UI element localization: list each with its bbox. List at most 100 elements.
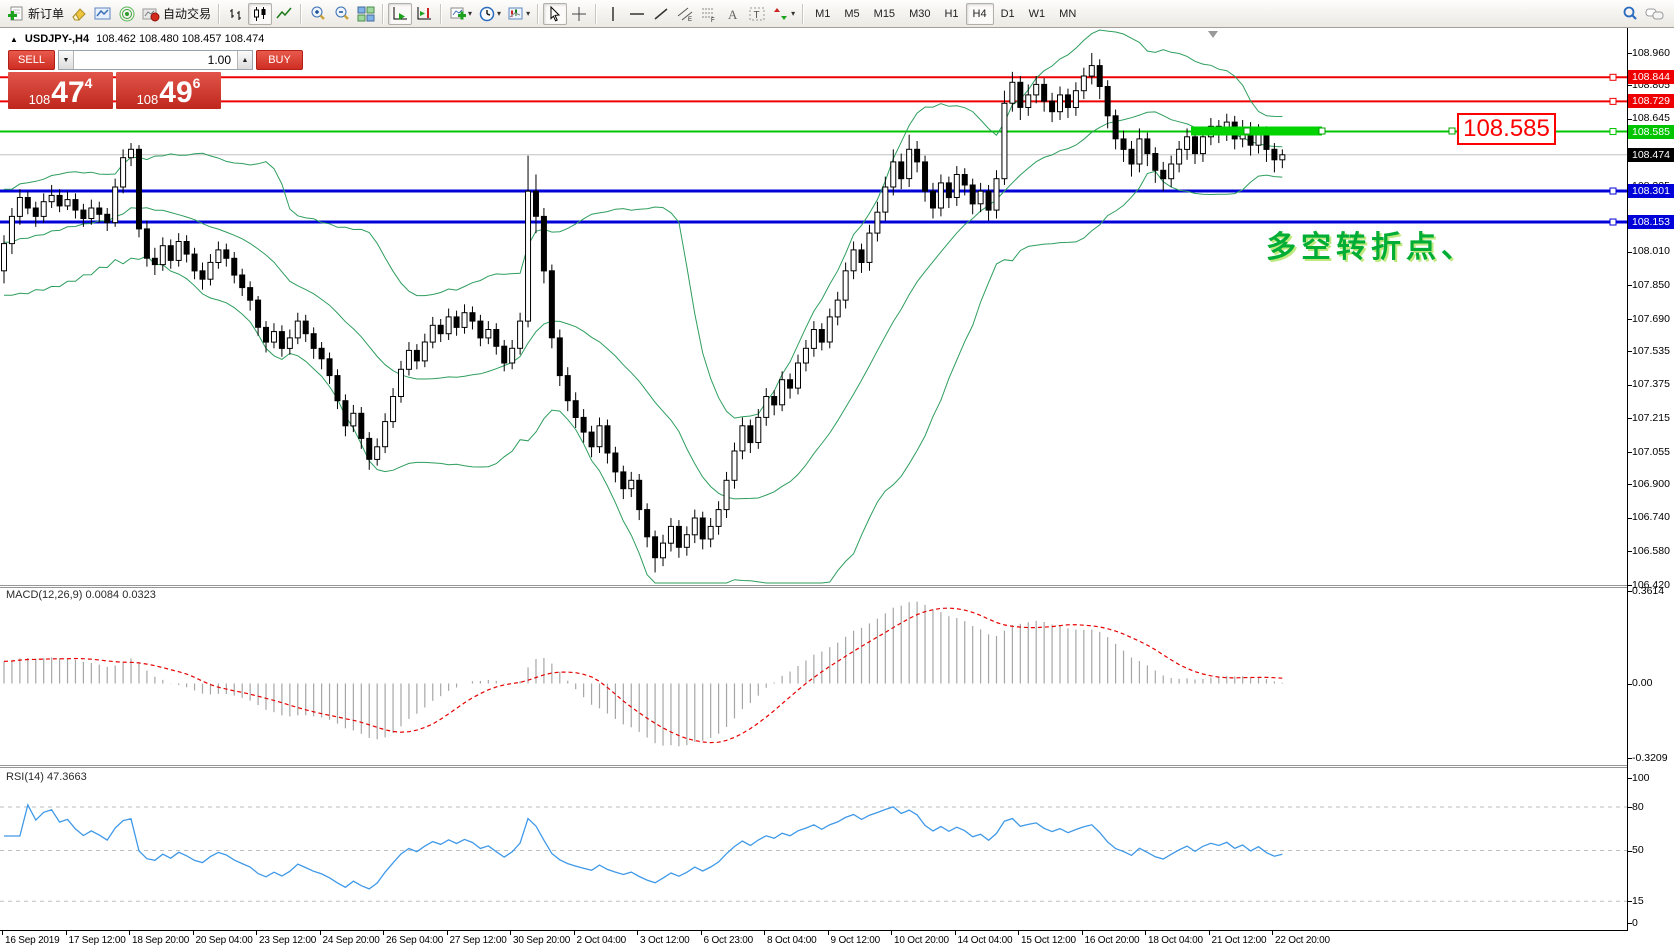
one-click-trading-panel: SELL ▼ ▲ BUY 108 47 4 108 49 6 [8,50,303,109]
timeframe-h4-button[interactable]: H4 [965,2,994,25]
time-tickmark [1018,931,1019,935]
volume-down-button[interactable]: ▼ [59,51,74,69]
sell-price-box[interactable]: 108 47 4 [8,72,113,109]
time-axis-label: 24 Sep 20:00 [322,935,380,946]
timeframe-m15-button[interactable]: M15 [873,7,896,20]
vertical-line-icon [604,5,622,23]
chart-shift-marker-icon[interactable] [1208,31,1218,38]
toolbar-separator [440,3,443,24]
price-tick-label: 107.850 [1632,278,1670,291]
auto-scroll-button[interactable] [388,2,413,25]
collapse-arrow-icon[interactable]: ▲ [10,34,18,44]
new-order-label: 新订单 [28,7,65,21]
buy-button[interactable]: BUY [256,50,303,70]
profiles-icon [94,5,112,23]
line-chart-icon [275,5,293,23]
tile-windows-button[interactable] [354,3,378,25]
macd-signal-line [3,607,1283,744]
horizontal-line-tool-button[interactable] [625,3,649,25]
timeframe-m1-button[interactable]: M1 [815,7,831,20]
crosshair-tool-button[interactable] [567,3,591,25]
text-tool-button[interactable]: A [721,3,745,25]
time-tickmark [700,931,702,935]
auto-scroll-icon [391,5,409,23]
trendline-tool-button[interactable] [649,3,673,25]
time-axis-label: 16 Oct 20:00 [1084,935,1140,946]
rsi-panel-separator[interactable] [0,765,1627,768]
search-button[interactable] [1618,3,1642,25]
timeframe-d1-button[interactable]: D1 [1000,7,1015,20]
chat-button[interactable] [1642,3,1668,25]
sell-button[interactable]: SELL [8,50,55,70]
periods-button[interactable]: ▾ [475,3,504,25]
trendline-thick-segment[interactable] [1191,126,1322,136]
templates-button[interactable]: ▾ [504,3,533,25]
macd-panel-separator[interactable] [0,585,1627,588]
chart-title: ▲ USDJPY-,H4 108.462 108.480 108.457 108… [10,33,264,45]
time-axis-label: 27 Sep 12:00 [449,935,507,946]
trendline-handle[interactable] [1318,127,1326,135]
signal-button[interactable] [115,3,139,25]
price-callout-box[interactable]: 108.585 [1457,113,1556,145]
chat-icon [1645,5,1665,23]
timeframe-w1-button[interactable]: W1 [1028,7,1046,20]
trendline-handle[interactable] [1448,127,1456,135]
timeframe-m5-button[interactable]: M5 [844,7,860,20]
bollinger-lower [4,170,1283,584]
buy-price-box[interactable]: 108 49 6 [116,72,221,109]
time-tickmark [827,931,829,935]
hline-handle[interactable] [1609,187,1617,195]
time-axis-label: 3 Oct 12:00 [640,935,690,946]
trendline-handle[interactable] [1243,127,1251,135]
hline-handle[interactable] [1609,128,1617,136]
bar-chart-button[interactable] [224,3,248,25]
timeframe-h1-button[interactable]: H1 [944,7,959,20]
toolbar-separator [595,3,598,24]
text-label-tool-button[interactable]: T [745,3,769,25]
svg-text:F: F [711,18,715,23]
chart-shift-button[interactable] [412,3,436,25]
indicators-button[interactable]: ▾ [446,3,475,25]
arrows-tool-button[interactable]: ▾ [769,3,798,25]
new-order-button[interactable]: 新订单 [4,3,67,25]
volume-up-button[interactable]: ▲ [237,51,252,69]
price-tick-label-tickmark [1627,319,1632,320]
svg-text:A: A [728,7,738,22]
zoom-out-icon [333,5,351,23]
hline-handle[interactable] [1609,218,1617,226]
zoom-in-button[interactable] [306,3,330,25]
line-chart-button[interactable] [272,3,296,25]
channel-tool-button[interactable]: E [673,3,697,25]
auto-trading-icon [142,5,160,23]
hline-handle[interactable] [1609,97,1617,105]
auto-trading-button[interactable]: 自动交易 [139,3,214,25]
timeframe-mn-button[interactable]: MN [1059,7,1077,20]
eraser-button[interactable] [67,3,91,25]
zoom-in-icon [309,5,327,23]
time-tickmark [637,931,638,935]
profiles-button[interactable] [91,3,115,25]
chinese-annotation[interactable]: 多空转折点、 [1266,231,1476,264]
cursor-tool-button[interactable] [543,2,568,25]
time-tickmark [1081,931,1083,935]
price-tick-label: 108.010 [1632,245,1670,258]
price-tick-label: 107.055 [1632,445,1670,458]
rsi-axis-label-tickmark [1627,807,1632,808]
price-tick-label-tickmark [1627,418,1632,420]
hline-handle[interactable] [1609,73,1617,81]
vertical-line-tool-button[interactable] [601,3,625,25]
volume-input[interactable] [74,51,237,69]
rsi-axis-label-tickmark [1627,923,1632,924]
candlestick-chart-button[interactable] [248,2,273,25]
time-tickmark [256,931,257,935]
time-axis-label: 22 Oct 20:00 [1275,935,1330,946]
rsi-line [4,803,1283,890]
fibonacci-icon: F [700,5,718,23]
macd-name: MACD(12,26,9) [6,589,83,601]
templates-caret-icon: ▾ [526,9,531,18]
timeframe-m30-button[interactable]: M30 [909,7,931,20]
fibonacci-tool-button[interactable]: F [697,3,721,25]
zoom-out-button[interactable] [330,3,354,25]
candlestick-chart-icon [251,5,269,23]
